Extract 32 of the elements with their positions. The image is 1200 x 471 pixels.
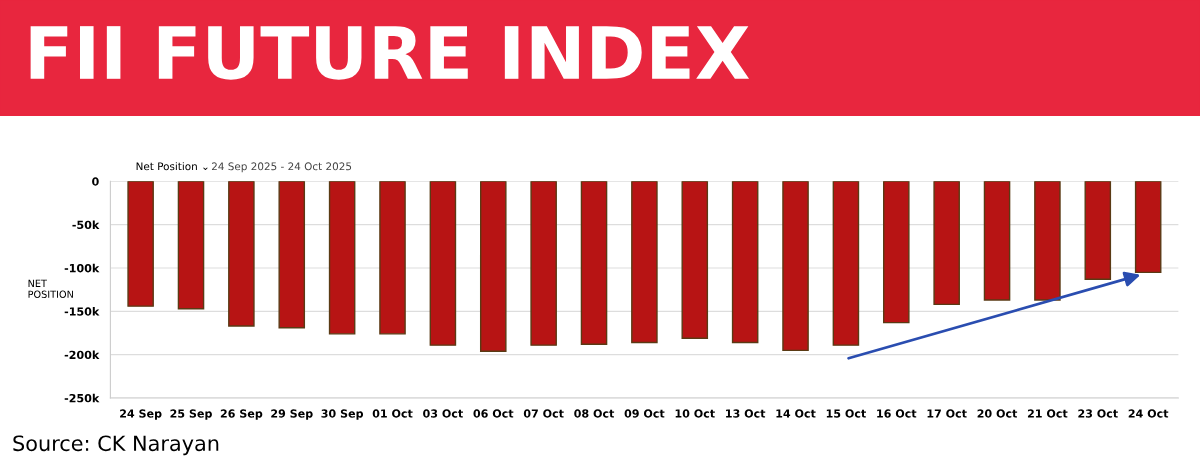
x-tick-label: 25 Sep xyxy=(170,409,212,420)
x-tick-label: 17 Oct xyxy=(927,409,967,418)
y-tick-label: -150k xyxy=(64,307,100,316)
x-tick-label: 26 Sep xyxy=(220,409,263,420)
x-tick-label: 13 Oct xyxy=(726,409,766,418)
y-tick-label: -250k xyxy=(64,393,100,403)
y-tick-label: -100k xyxy=(64,263,100,273)
x-tick-label: 21 Oct xyxy=(1027,409,1068,418)
y-tick-label: -50k xyxy=(72,220,100,230)
x-tick-label: 03 Oct xyxy=(423,409,463,418)
x-tick-label: 07 Oct xyxy=(523,409,564,418)
y-tick-label: 0 xyxy=(92,177,99,186)
x-tick-label: 14 Oct xyxy=(776,409,816,418)
x-tick-label: 15 Oct xyxy=(826,409,866,418)
x-tick-label: 16 Oct xyxy=(877,409,917,418)
x-tick-label: 23 Oct xyxy=(1078,409,1118,418)
x-tick-label: 06 Oct xyxy=(473,409,514,418)
x-tick-label: 01 Oct xyxy=(372,409,413,418)
x-tick-label: 30 Sep xyxy=(321,409,364,420)
x-tick-label: 10 Oct xyxy=(675,409,715,418)
x-tick-label: 09 Oct xyxy=(624,409,665,418)
text: Net Position ⌄ xyxy=(136,162,208,171)
y-axis-title: NET POSITION xyxy=(28,279,73,298)
x-tick-label: 24 Sep xyxy=(120,409,162,420)
x-tick-label: 24 Oct xyxy=(1128,409,1169,418)
y-tick-label: -200k xyxy=(64,350,100,360)
chart-title: FII FUTURE INDEX xyxy=(30,26,750,80)
source-note: Source: CK Narayan xyxy=(13,435,219,456)
x-tick-label: 29 Sep xyxy=(271,409,313,420)
x-tick-label: 20 Oct xyxy=(977,409,1018,418)
x-tick-label: 08 Oct xyxy=(574,409,615,418)
text: 24 Sep 2025 - 24 Oct 2025 xyxy=(211,162,352,173)
